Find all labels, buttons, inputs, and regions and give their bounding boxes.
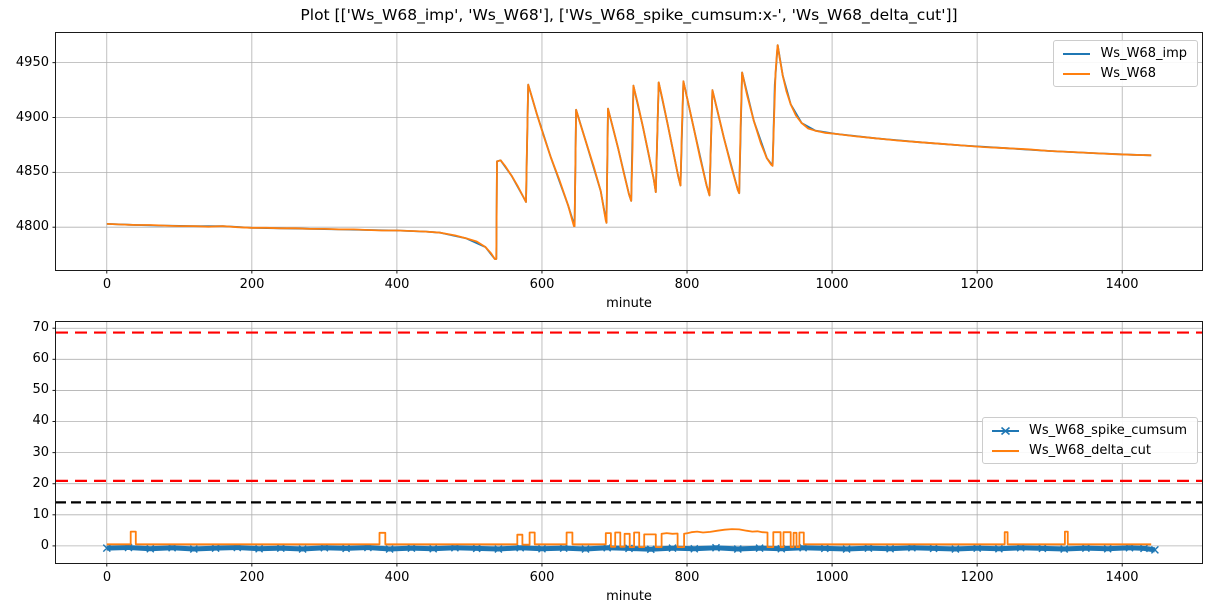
bottom-xaxis-label: minute: [606, 589, 652, 604]
legend-label: Ws_W68: [1100, 66, 1156, 81]
bottom-ytick-10: 10: [32, 507, 49, 522]
top-xaxis-label: minute: [606, 296, 652, 311]
figure-title: Plot [['Ws_W68_imp', 'Ws_W68'], ['Ws_W68…: [300, 6, 958, 24]
legend-item-ws-w68: Ws_W68: [1063, 66, 1187, 81]
bottom-xtick-1200: 1200: [960, 570, 994, 585]
top-xtick-0: 0: [102, 277, 112, 292]
legend-label: Ws_W68_imp: [1100, 46, 1187, 61]
legend-item-delta-cut: Ws_W68_delta_cut: [992, 443, 1187, 458]
top-xtick-400: 400: [384, 277, 410, 292]
bottom-xtick-600: 600: [529, 570, 555, 585]
bottom-xtick-400: 400: [384, 570, 410, 585]
top-xtick-600: 600: [529, 277, 555, 292]
bottom-ytick-70: 70: [32, 320, 49, 335]
legend-item-spike-cumsum: Ws_W68_spike_cumsum: [992, 423, 1187, 438]
bottom-ytick-60: 60: [32, 351, 49, 366]
bottom-ytick-40: 40: [32, 413, 49, 428]
bottom-ytick-0: 0: [40, 538, 49, 553]
legend-bottom: Ws_W68_spike_cumsum Ws_W68_delta_cut: [982, 417, 1198, 464]
bottom-xtick-800: 800: [674, 570, 700, 585]
legend-item-ws-w68-imp: Ws_W68_imp: [1063, 46, 1187, 61]
top-xtick-200: 200: [239, 277, 265, 292]
top-ytick-4950: 4950: [15, 55, 49, 70]
top-ytick-4850: 4850: [15, 164, 49, 179]
bottom-ytick-30: 30: [32, 445, 49, 460]
legend-line-sample-orange: [992, 449, 1020, 452]
legend-line-x-marker-sample-blue: [992, 426, 1020, 435]
top-ytick-4800: 4800: [15, 219, 49, 234]
legend-line-sample-orange: [1063, 72, 1091, 75]
bottom-xtick-1400: 1400: [1105, 570, 1139, 585]
bottom-xtick-200: 200: [239, 570, 265, 585]
top-plot-area: [52, 32, 1203, 274]
legend-line-sample-blue: [1063, 52, 1091, 55]
top-xtick-1400: 1400: [1105, 277, 1139, 292]
bottom-xtick-0: 0: [102, 570, 112, 585]
legend-top: Ws_W68_imp Ws_W68: [1053, 40, 1198, 87]
top-xtick-1000: 1000: [815, 277, 849, 292]
legend-label: Ws_W68_spike_cumsum: [1029, 423, 1187, 438]
top-ytick-4900: 4900: [15, 110, 49, 125]
bottom-ytick-50: 50: [32, 382, 49, 397]
top-plot-canvas: [52, 33, 1202, 274]
top-xtick-800: 800: [674, 277, 700, 292]
top-xtick-1200: 1200: [960, 277, 994, 292]
bottom-xtick-1000: 1000: [815, 570, 849, 585]
bottom-ytick-20: 20: [32, 476, 49, 491]
legend-label: Ws_W68_delta_cut: [1029, 443, 1151, 458]
